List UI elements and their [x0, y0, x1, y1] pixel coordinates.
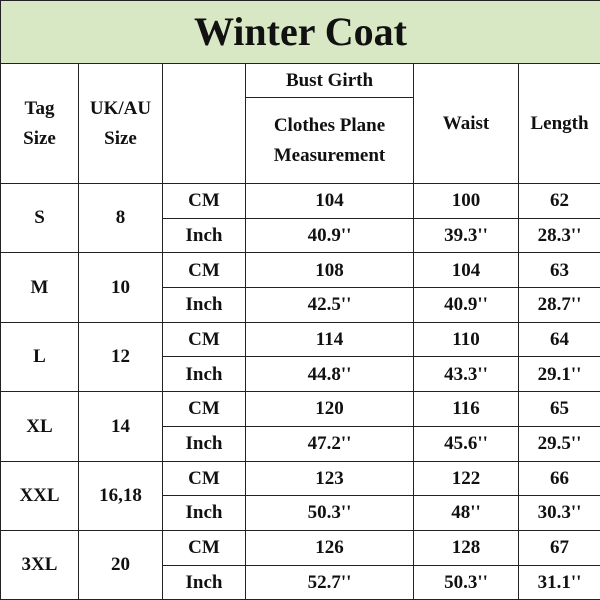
unit: Inch — [162, 287, 246, 323]
inch-value: 40.9'' — [413, 287, 519, 323]
title: Winter Coat — [0, 0, 600, 64]
cm-value: 108 — [245, 252, 414, 289]
data-row: 3XL 20 CM 126 128 67 — [0, 529, 600, 600]
inch-value: 30.3'' — [517, 495, 600, 531]
inch-value: 39.3'' — [413, 217, 519, 254]
inch-value: 29.1'' — [517, 356, 600, 393]
cm-value: 64 — [517, 321, 600, 358]
header-cell: Tag Size — [0, 63, 79, 184]
data-row: Inch 47.2'' 45.6'' 29.5'' — [1, 425, 600, 462]
cm-value: 128 — [413, 529, 519, 566]
unit: CM — [162, 460, 246, 497]
tag-size: L — [0, 321, 79, 393]
tag-size: S — [0, 182, 79, 254]
inch-value: 48'' — [413, 495, 519, 531]
cm-value: 62 — [517, 183, 600, 219]
cm-value: 66 — [517, 460, 600, 497]
data-row: S 8 CM 104 100 62 — [0, 182, 600, 254]
data-row: M 10 CM 108 104 63 — [0, 252, 600, 323]
uk-au-size: 8 — [78, 182, 163, 254]
cm-value: 104 — [413, 252, 519, 289]
header-cell — [162, 63, 246, 184]
unit: CM — [162, 529, 246, 566]
cm-value: 63 — [517, 252, 600, 289]
data-row: XL 14 CM 120 116 65 — [0, 391, 600, 462]
data-row: Inch 50.3'' 48'' 30.3'' — [1, 495, 600, 531]
inch-value: 52.7'' — [245, 564, 414, 600]
cm-value: 116 — [413, 391, 519, 427]
inch-value: 29.5'' — [517, 425, 600, 462]
inch-value: 44.8'' — [245, 356, 414, 393]
cm-value: 120 — [245, 391, 414, 427]
inch-value: 31.1'' — [517, 564, 600, 600]
header-cell: Bust Girth — [245, 63, 414, 98]
data-row: L 12 CM 114 110 64 — [0, 321, 600, 393]
uk-au-size: 20 — [78, 529, 163, 600]
header-text: UK/AU Size — [89, 98, 152, 149]
title-row: Winter Coat — [0, 0, 600, 64]
unit: Inch — [162, 425, 246, 462]
unit: CM — [162, 252, 246, 289]
cm-value: 104 — [245, 183, 414, 219]
inch-value: 50.3'' — [245, 495, 414, 531]
unit: Inch — [162, 356, 246, 393]
cm-value: 114 — [245, 321, 414, 358]
tag-size: XL — [0, 391, 79, 462]
cm-value: 65 — [517, 391, 600, 427]
header-text: Tag Size — [23, 98, 56, 149]
data-row: XXL 16,18 CM 123 122 66 — [0, 460, 600, 531]
unit: Inch — [162, 495, 246, 531]
uk-au-size: 16,18 — [78, 460, 163, 531]
uk-au-size: 14 — [78, 391, 163, 462]
cm-value: 123 — [245, 460, 414, 497]
header-cell: UK/AU Size — [78, 63, 163, 184]
inch-value: 28.3'' — [517, 217, 600, 254]
cm-value: 100 — [413, 183, 519, 219]
header-cell: Clothes Plane Measurement — [245, 97, 414, 184]
cm-value: 122 — [413, 460, 519, 497]
cm-value: 67 — [517, 529, 600, 566]
inch-value: 43.3'' — [413, 356, 519, 393]
tag-size: XXL — [0, 460, 79, 531]
inch-value: 40.9'' — [245, 217, 414, 254]
header-cell: Length — [517, 63, 600, 184]
tag-size: 3XL — [0, 529, 79, 600]
data-row: Inch 52.7'' 50.3'' 31.1'' — [1, 564, 600, 600]
uk-au-size: 10 — [78, 252, 163, 323]
cm-value: 126 — [245, 529, 414, 566]
inch-value: 47.2'' — [245, 425, 414, 462]
inch-value: 45.6'' — [413, 425, 519, 462]
unit: CM — [162, 183, 246, 219]
inch-value: 28.7'' — [517, 287, 600, 323]
inch-value: 42.5'' — [245, 287, 414, 323]
tag-size: M — [0, 252, 79, 323]
unit: Inch — [162, 217, 246, 254]
inch-value: 50.3'' — [413, 564, 519, 600]
data-row: Inch 40.9'' 39.3'' 28.3'' — [1, 217, 600, 254]
header-row: Clothes Plane Measurement — [1, 97, 600, 184]
unit: Inch — [162, 564, 246, 600]
header-row: Tag Size UK/AU Size Bust Girth Waist Len… — [0, 63, 600, 184]
header-cell: Waist — [413, 63, 519, 184]
unit: CM — [162, 321, 246, 358]
cm-value: 110 — [413, 321, 519, 358]
unit: CM — [162, 391, 246, 427]
uk-au-size: 12 — [78, 321, 163, 393]
